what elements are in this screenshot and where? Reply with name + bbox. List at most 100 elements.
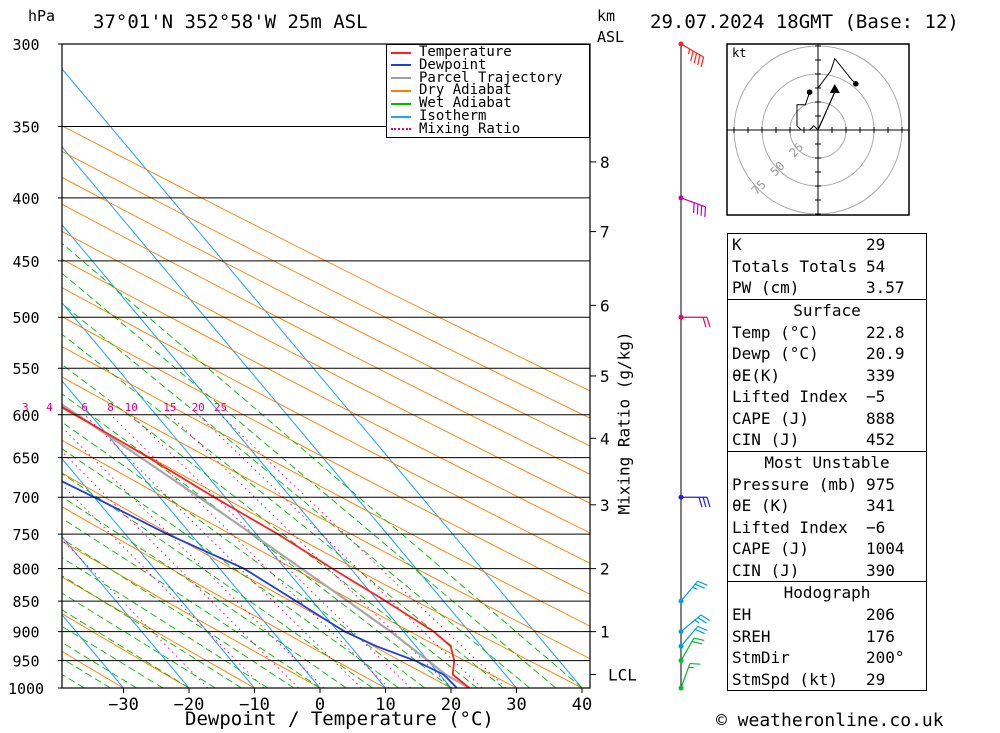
legend-entry: Temperature xyxy=(391,45,512,59)
isotherm-line xyxy=(62,302,386,688)
pressure-tick-label: 650 xyxy=(12,450,39,468)
index-value: 22.8 xyxy=(866,322,905,342)
temperature-tick-label: −20 xyxy=(174,695,205,715)
index-label: CAPE (J) xyxy=(732,408,810,428)
index-label: θE (K) xyxy=(732,496,790,515)
pressure-tick-label: 350 xyxy=(12,118,39,136)
most-unstable-title: Most Unstable xyxy=(764,452,890,472)
lcl-label: LCL xyxy=(608,665,637,684)
isotherm-line xyxy=(62,146,517,688)
index-row: Lifted Index −6 xyxy=(728,517,926,539)
indices-panel: K 29 Totals Totals 54 PW (cm) 3.57 Surface Te… xyxy=(727,233,927,704)
index-row: CIN (J) 390 xyxy=(728,560,926,582)
mixing-ratio-label: 20 xyxy=(192,401,205,414)
index-value: 341 xyxy=(866,496,895,515)
index-value: 200° xyxy=(866,648,905,667)
index-value: 206 xyxy=(866,605,895,624)
index-row: PW (cm) 3.57 xyxy=(728,277,926,299)
index-value: 390 xyxy=(866,560,895,580)
hodograph-start-dot xyxy=(806,89,813,95)
temperature-tick-label: −30 xyxy=(108,695,139,715)
km-tick-label: 1 xyxy=(600,623,610,642)
dry-adiabat-line xyxy=(62,540,321,688)
dry-adiabat-line xyxy=(62,472,452,688)
index-label: θE(K) xyxy=(732,365,781,385)
temperature-tick-label: 30 xyxy=(506,695,526,715)
index-value: 29 xyxy=(866,669,886,689)
index-label: StmDir xyxy=(732,648,790,667)
wind-barb xyxy=(678,625,708,649)
hodograph-unit: kt xyxy=(732,46,746,60)
legend-entry: Parcel Trajectory xyxy=(391,69,563,86)
mixing-ratio-label: 4 xyxy=(46,401,53,414)
km-tick-label: 3 xyxy=(600,496,610,515)
hodograph-end-dot xyxy=(853,81,859,87)
hodograph-indices-box: Hodograph EH 206 SREH 176 StmDir 200° StmSpd (… xyxy=(727,582,927,691)
dry-adiabat-line xyxy=(62,150,590,419)
index-label: CIN (J) xyxy=(732,560,800,580)
wet-adiabat-line xyxy=(62,448,399,688)
dry-adiabat-line xyxy=(62,125,590,392)
wet-adiabat-line xyxy=(62,592,216,688)
index-value: 975 xyxy=(866,474,895,494)
mixing-ratio-line xyxy=(62,426,325,688)
pressure-tick-label: 850 xyxy=(12,593,39,611)
wind-barb xyxy=(678,195,707,218)
mixing-ratio-label: 6 xyxy=(81,401,88,414)
pressure-tick-label: 500 xyxy=(12,309,39,327)
km-tick-label: 4 xyxy=(600,429,610,448)
index-value: 452 xyxy=(866,430,895,449)
hpa-axis-unit: hPa xyxy=(28,7,56,25)
temperature-tick-label: 20 xyxy=(441,695,461,715)
wet-adiabat-line xyxy=(62,518,321,688)
index-row: Totals Totals 54 xyxy=(728,256,926,278)
pressure-tick-label: 300 xyxy=(12,36,39,54)
legend-entry: Mixing Ratio xyxy=(391,122,520,136)
dewpoint-line xyxy=(62,480,458,688)
pressure-tick-label: 400 xyxy=(12,190,39,208)
dry-adiabat-line xyxy=(62,439,517,688)
surface-title: Surface xyxy=(793,300,861,320)
index-value: 29 xyxy=(866,235,886,254)
legend-entry: Dry Adiabat xyxy=(391,83,512,97)
index-label: PW (cm) xyxy=(732,278,800,297)
forecast-datetime: 29.07.2024 18GMT (Base: 12) xyxy=(650,11,959,33)
x-axis-label: Dewpoint / Temperature (°C) xyxy=(185,708,494,730)
pressure-tick-label: 550 xyxy=(12,360,39,378)
index-row: K 29 xyxy=(728,234,926,256)
storm-motion-arrowhead xyxy=(829,84,840,93)
wind-barb xyxy=(678,494,711,508)
dry-adiabat-line xyxy=(62,506,386,688)
index-label: EH xyxy=(732,605,752,624)
wet-adiabat-line xyxy=(62,496,347,688)
legend-swatch xyxy=(391,89,411,92)
legend-swatch xyxy=(391,102,411,105)
index-label: SREH xyxy=(732,626,771,646)
hodograph-trace xyxy=(796,57,857,132)
index-label: Lifted Index xyxy=(732,387,848,406)
mixing-ratio-label: 10 xyxy=(125,401,138,414)
pressure-tick-label: 950 xyxy=(12,653,39,671)
mixing-ratio-label: 3 xyxy=(22,401,29,414)
index-value: 54 xyxy=(866,256,886,276)
legend-entry: Isotherm xyxy=(391,108,487,124)
legend-label: Isotherm xyxy=(419,108,487,124)
station-location: 37°01'N 352°58'W 25m ASL xyxy=(93,11,368,33)
legend-label: Parcel Trajectory xyxy=(419,69,563,86)
index-label: K xyxy=(732,235,742,254)
km-tick-label: 6 xyxy=(600,296,610,315)
wet-adiabat-line xyxy=(62,575,242,688)
surface-box: Surface Temp (°C) 22.8 Dewp (°C) 20.9 θE(K) 3… xyxy=(727,299,927,452)
km-axis-unit: km xyxy=(597,7,616,25)
dry-adiabat-line xyxy=(62,287,590,564)
index-row: CAPE (J) 888 xyxy=(728,408,926,430)
mixing-ratio-line xyxy=(62,450,299,688)
index-row: CAPE (J) 1004 xyxy=(728,538,926,560)
mixing-ratio-line xyxy=(220,414,507,688)
isotherm-line xyxy=(62,380,321,688)
wind-barb xyxy=(678,637,705,664)
temperature-tick-label: 10 xyxy=(375,695,395,715)
mixing-ratio-label: 8 xyxy=(107,401,114,414)
